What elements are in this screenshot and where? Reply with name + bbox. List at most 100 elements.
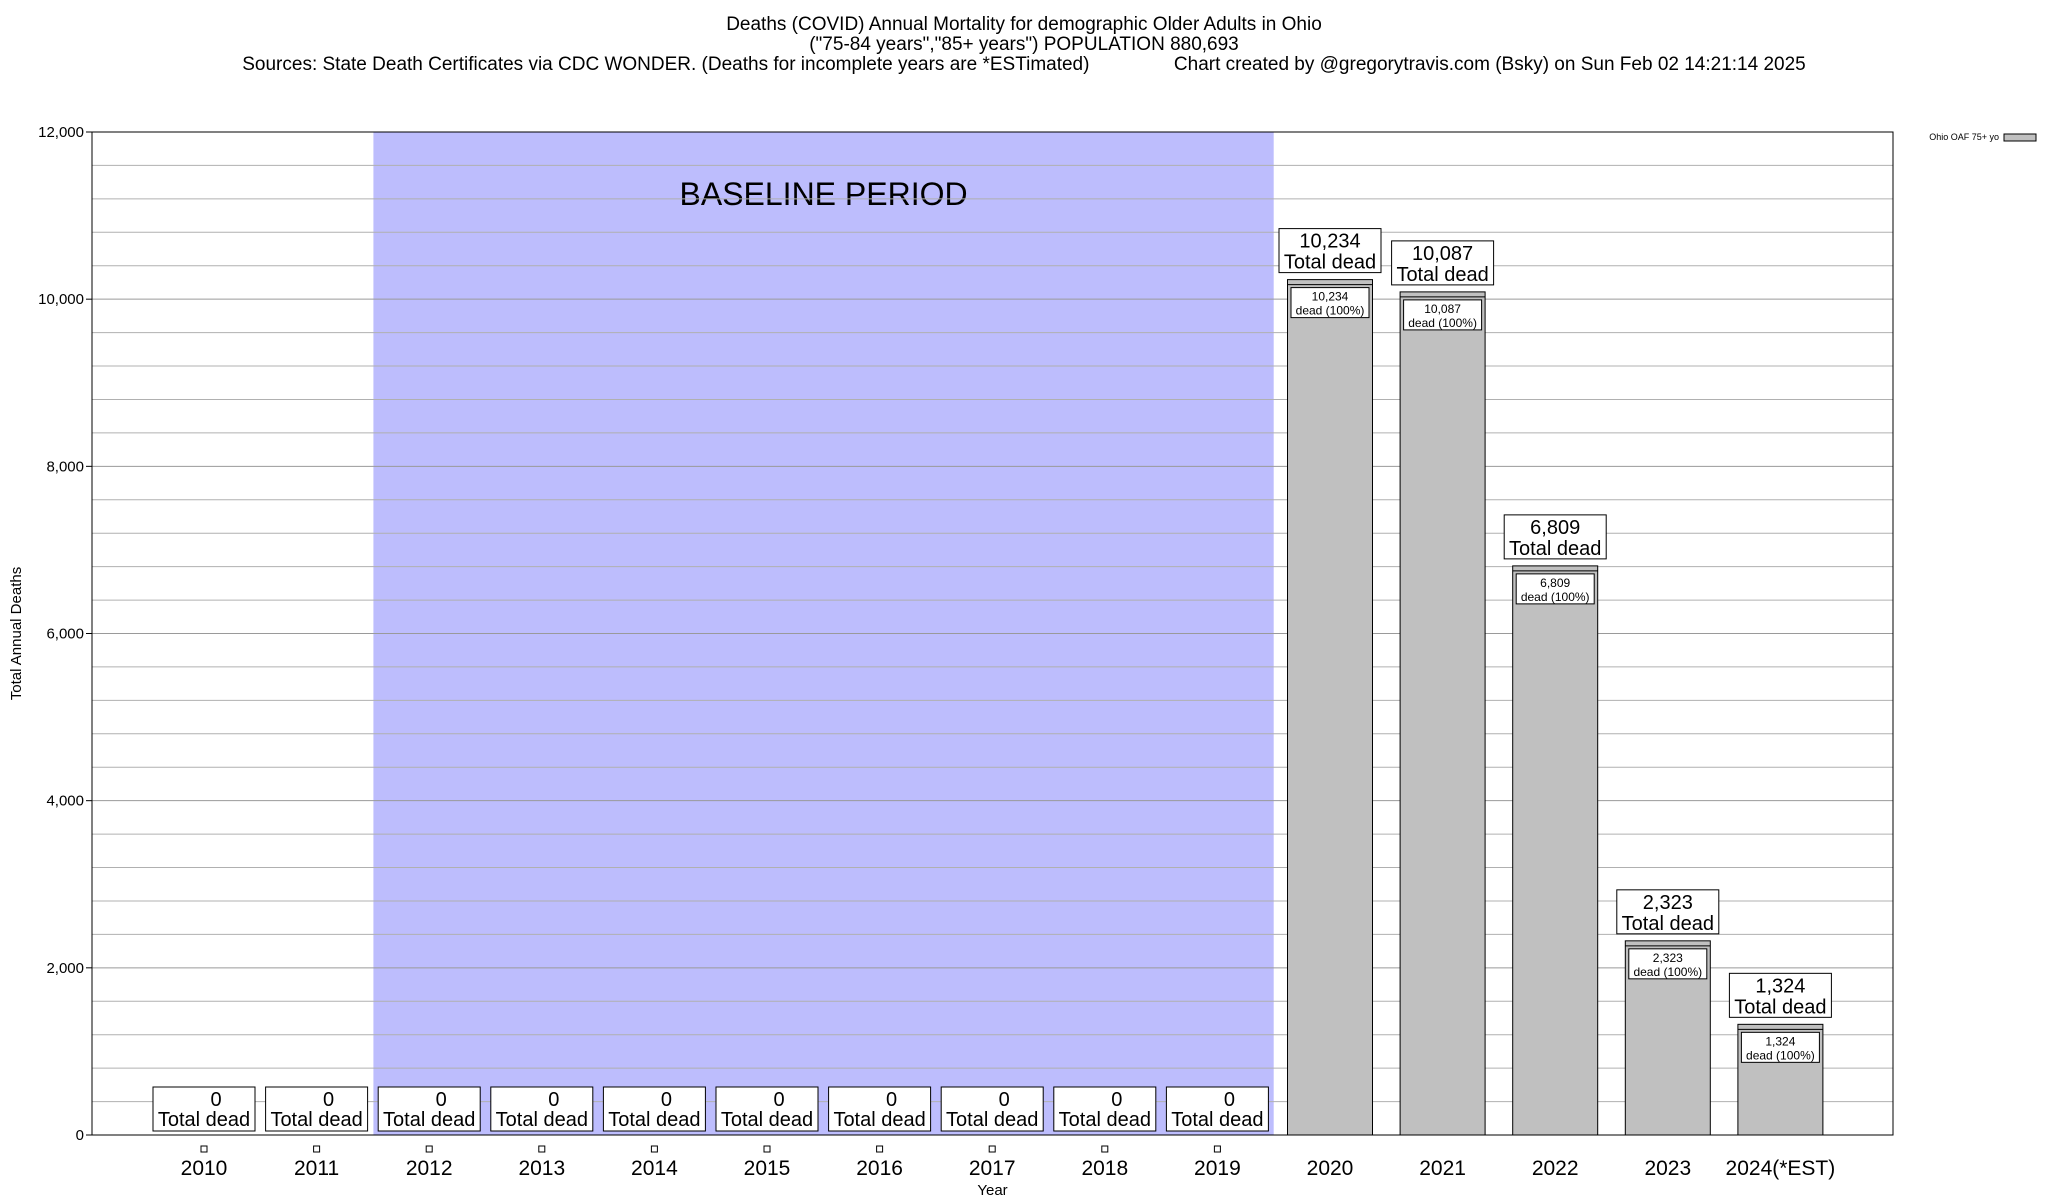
total-label-value: 0 (323, 1089, 334, 1111)
total-label-suffix: Total dead (1284, 252, 1376, 274)
zero-bar-marker (650, 1145, 658, 1153)
zero-bar-marker (200, 1145, 208, 1153)
total-label-suffix: Total dead (608, 1109, 700, 1131)
x-tick-label: 2023 (1644, 1157, 1691, 1180)
total-label-value: 10,234 (1299, 231, 1360, 253)
zero-bar-marker (876, 1145, 884, 1153)
inner-label-suffix: dead (100%) (1746, 1048, 1815, 1062)
legend-label: Ohio OAF 75+ yo (1929, 132, 1999, 142)
x-tick-label: 2016 (856, 1157, 903, 1180)
total-label-value: 0 (1224, 1089, 1235, 1111)
total-label-box (265, 1086, 369, 1132)
total-label-value: 0 (661, 1089, 672, 1111)
total-label-value: 0 (886, 1089, 897, 1111)
total-label-value: 0 (1111, 1089, 1122, 1111)
total-label-value: 0 (210, 1089, 221, 1111)
inner-label-box (1628, 948, 1708, 980)
total-label-box (828, 1086, 932, 1132)
total-label-box (1728, 972, 1832, 1018)
total-label-value: 10,087 (1412, 243, 1473, 265)
total-label-box (490, 1086, 594, 1132)
inner-label-box (1515, 573, 1595, 605)
y-tick-label: 10,000 (38, 291, 84, 308)
total-label-box (1503, 514, 1607, 560)
x-tick-label: 2012 (406, 1157, 453, 1180)
bar (1399, 291, 1486, 1136)
total-label-value: 6,809 (1530, 517, 1580, 539)
baseline-band-label: BASELINE PERIOD (680, 176, 968, 212)
x-tick-label: 2015 (744, 1157, 791, 1180)
x-tick-label: 2017 (969, 1157, 1016, 1180)
x-tick-label: 2024(*EST) (1726, 1157, 1836, 1180)
zero-bar-marker (1101, 1145, 1109, 1153)
total-label-suffix: Total dead (1509, 538, 1601, 560)
x-tick-label: 2014 (631, 1157, 678, 1180)
y-tick-label: 8,000 (46, 458, 84, 475)
total-label-box (152, 1086, 256, 1132)
inner-label-value: 1,324 (1765, 1034, 1795, 1048)
total-label-value: 0 (436, 1089, 447, 1111)
total-label-suffix: Total dead (1622, 913, 1714, 935)
total-label-box (1053, 1086, 1157, 1132)
chart-subtitle: ("75-84 years","85+ years") POPULATION 8… (809, 34, 1239, 55)
x-axis-title: Year (977, 1182, 1007, 1199)
total-label-suffix: Total dead (496, 1109, 588, 1131)
total-label-box (377, 1086, 481, 1132)
bar (1287, 279, 1373, 1136)
x-tick-label: 2011 (294, 1157, 339, 1180)
total-label-box (715, 1086, 819, 1132)
y-axis-title: Total Annual Deaths (8, 567, 25, 700)
total-label-value: 0 (999, 1089, 1010, 1111)
inner-label-box (1740, 1031, 1820, 1063)
zero-bar-marker (538, 1145, 546, 1153)
zero-bar-marker (425, 1145, 433, 1153)
inner-label-value: 2,323 (1653, 951, 1683, 965)
x-tick-label: 2020 (1307, 1157, 1354, 1180)
total-label-box (602, 1086, 706, 1132)
total-label-suffix: Total dead (383, 1109, 475, 1131)
inner-label-suffix: dead (100%) (1521, 590, 1590, 604)
x-tick-label: 2010 (181, 1157, 228, 1180)
total-label-suffix: Total dead (1734, 996, 1826, 1018)
total-label-suffix: Total dead (270, 1109, 362, 1131)
inner-label-box (1403, 299, 1483, 331)
inner-label-value: 10,234 (1312, 290, 1349, 304)
bar (1512, 565, 1599, 1136)
inner-label-box (1290, 287, 1370, 319)
inner-label-suffix: dead (100%) (1296, 304, 1365, 318)
total-label-box (1278, 228, 1382, 274)
y-tick-label: 12,000 (38, 124, 84, 141)
y-tick-label: 2,000 (46, 960, 84, 977)
y-tick-label: 4,000 (46, 793, 84, 810)
total-label-value: 0 (548, 1089, 559, 1111)
zero-bar-marker (988, 1145, 996, 1153)
inner-label-value: 6,809 (1540, 576, 1570, 590)
x-tick-label: 2018 (1081, 1157, 1128, 1180)
chart-title: Deaths (COVID) Annual Mortality for demo… (726, 14, 1322, 35)
total-label-value: 0 (773, 1089, 784, 1111)
total-label-value: 1,324 (1755, 975, 1805, 997)
total-label-suffix: Total dead (721, 1109, 813, 1131)
zero-bar-marker (1213, 1145, 1221, 1153)
zero-bar-marker (313, 1145, 321, 1153)
total-label-suffix: Total dead (946, 1109, 1038, 1131)
x-tick-label: 2019 (1194, 1157, 1241, 1180)
total-label-box (940, 1086, 1044, 1132)
legend-swatch (2003, 133, 2037, 142)
total-label-suffix: Total dead (158, 1109, 250, 1131)
inner-label-value: 10,087 (1424, 302, 1461, 316)
total-label-suffix: Total dead (1171, 1109, 1263, 1131)
inner-label-suffix: dead (100%) (1633, 965, 1702, 979)
x-tick-label: 2021 (1419, 1157, 1466, 1180)
zero-bar-marker (763, 1145, 771, 1153)
total-label-suffix: Total dead (1396, 264, 1488, 286)
total-label-box (1165, 1086, 1269, 1132)
total-label-suffix: Total dead (833, 1109, 925, 1131)
plot-frame (91, 131, 1894, 1136)
total-label-box (1391, 240, 1495, 286)
inner-label-suffix: dead (100%) (1408, 316, 1477, 330)
total-label-value: 2,323 (1643, 892, 1693, 914)
chart-source-note: Sources: State Death Certificates via CD… (242, 54, 1806, 75)
y-tick-label: 0 (76, 1127, 84, 1144)
